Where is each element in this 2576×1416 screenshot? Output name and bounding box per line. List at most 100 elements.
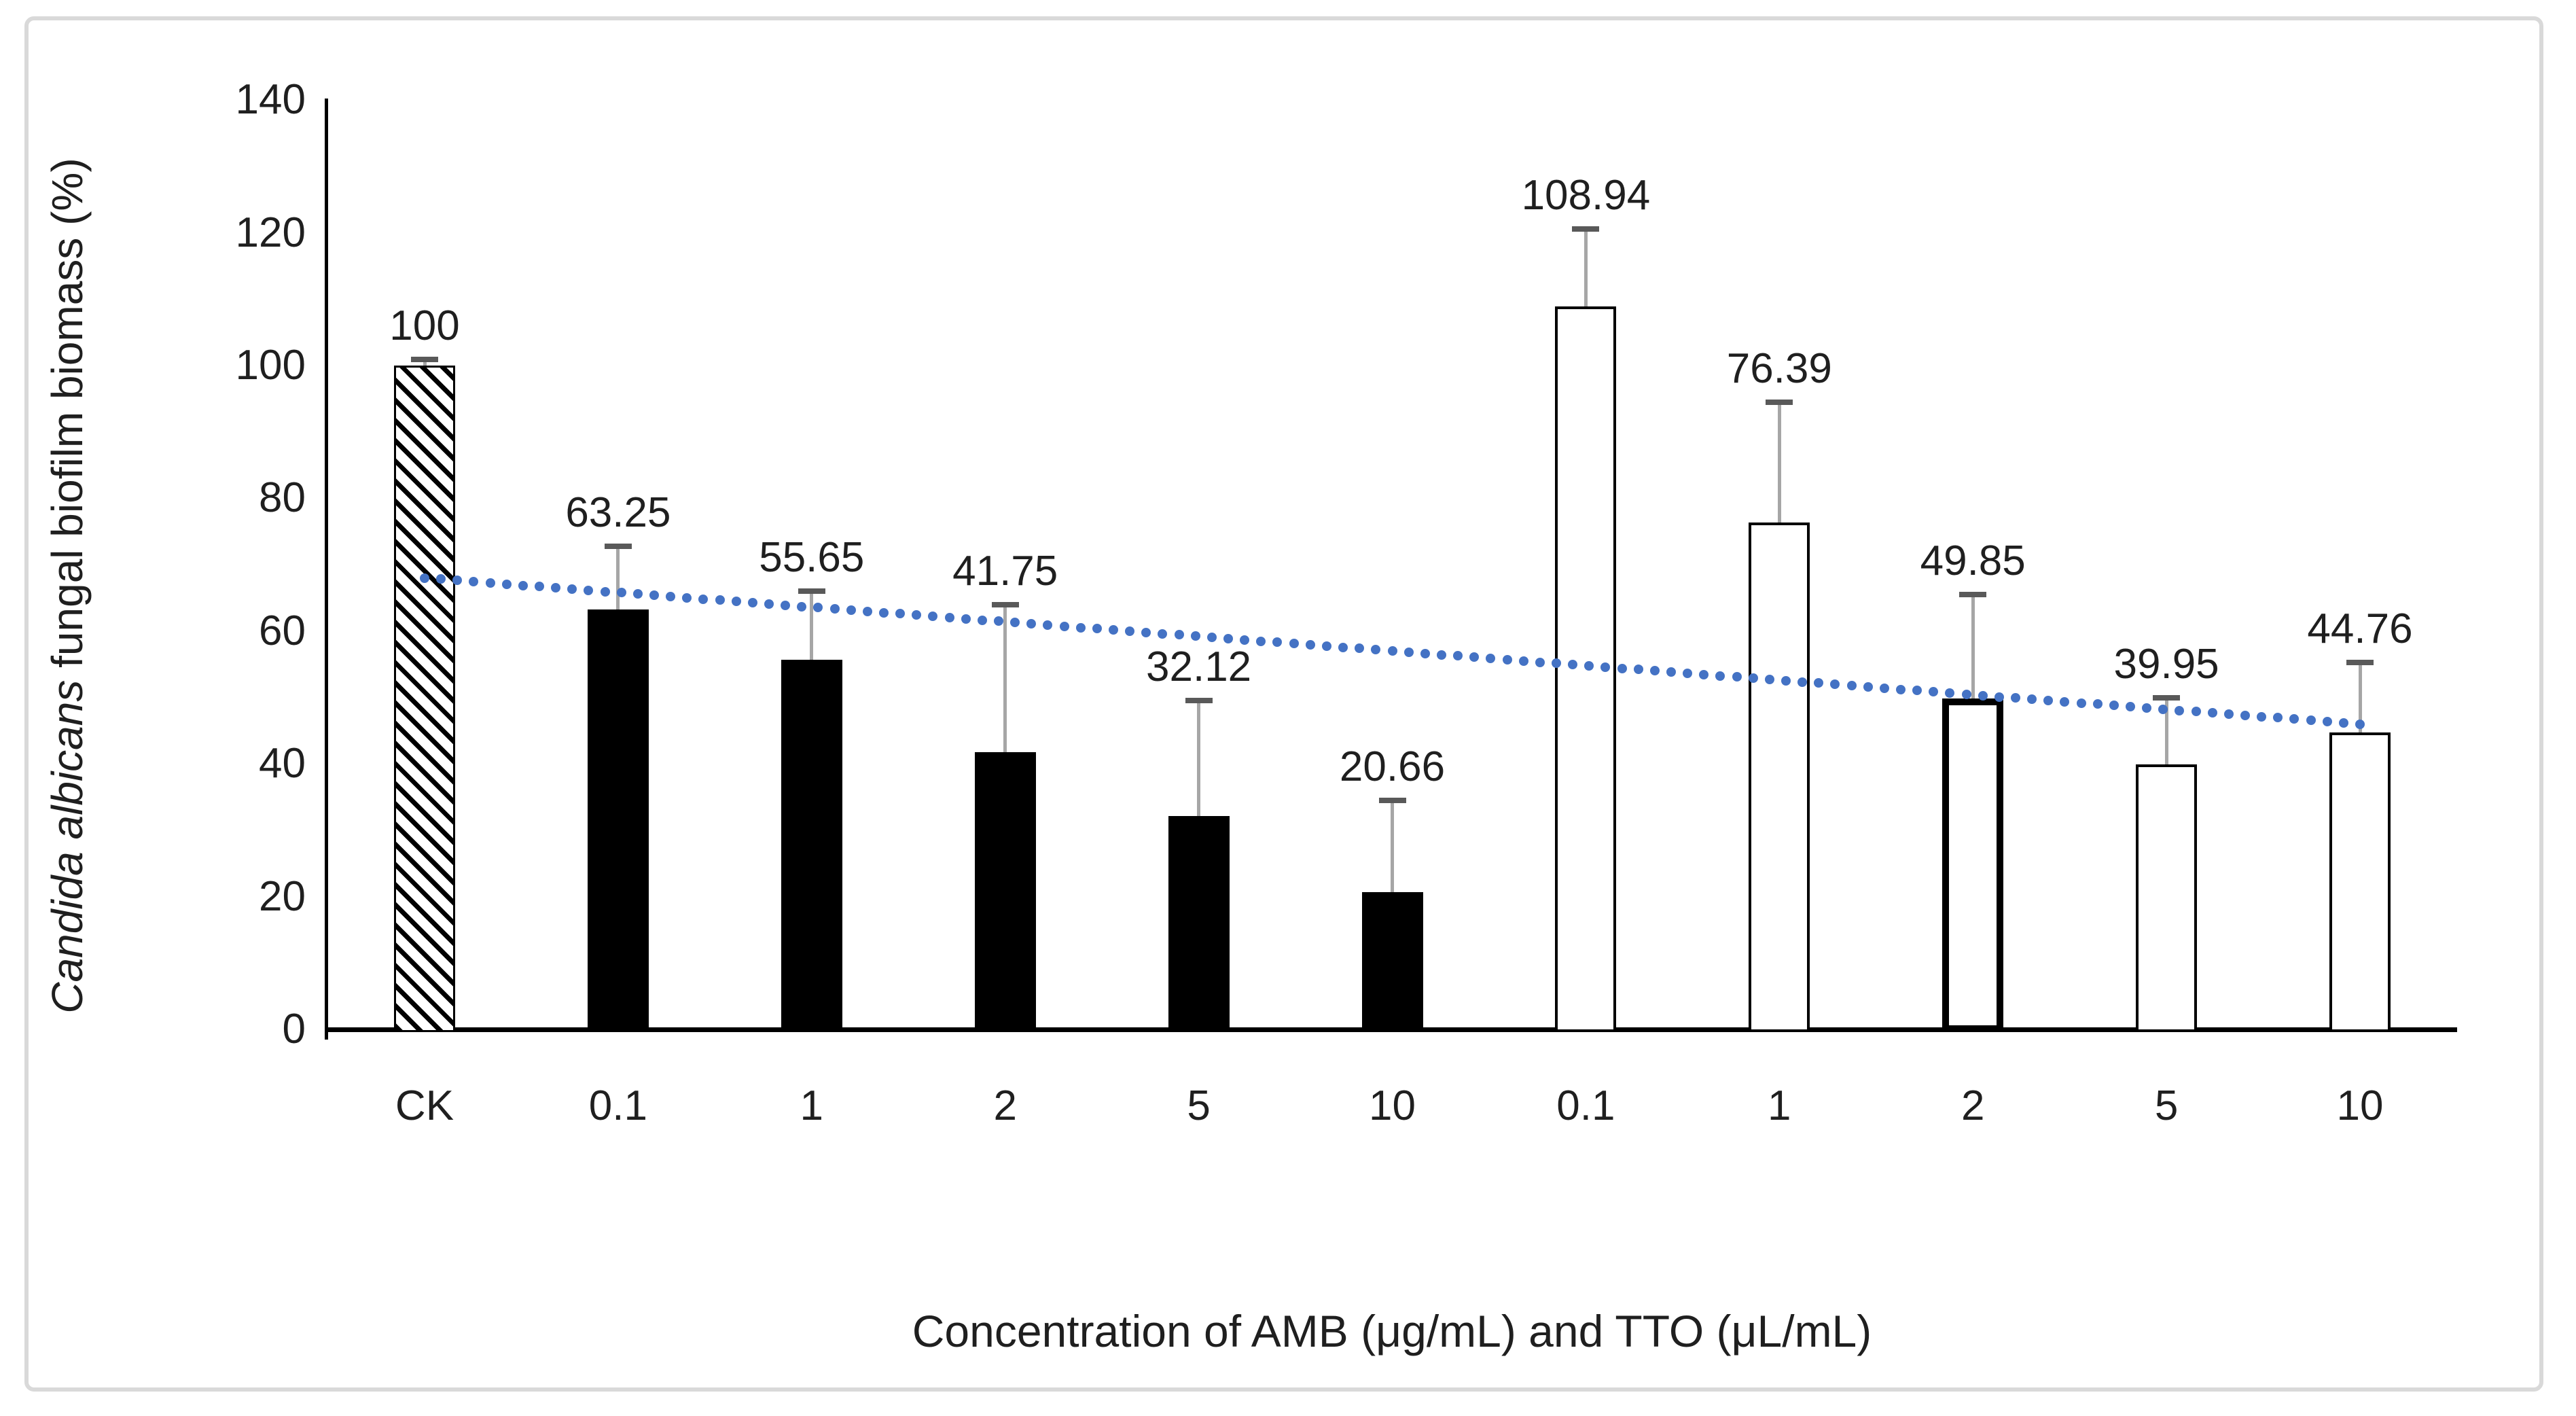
error-bar-stem (1971, 595, 1975, 698)
trendline-dot (1830, 679, 1840, 690)
trendline-dot (1748, 673, 1758, 684)
trendline-dot (616, 588, 626, 598)
trendline-dot (1403, 647, 1414, 657)
trendline-dot (420, 573, 429, 583)
trendline-dot (1469, 652, 1480, 662)
data-label: 49.85 (1920, 537, 2026, 585)
trendline-dot (535, 582, 544, 592)
trendline-dot (1781, 675, 1791, 686)
x-category-label: CK (395, 1082, 454, 1129)
x-category-label: 1 (800, 1082, 824, 1129)
trendline-dot (1502, 654, 1512, 665)
trendline-dot (1453, 651, 1463, 661)
error-bar-stem (423, 359, 427, 366)
x-category-label: 2 (993, 1082, 1017, 1129)
trendline-dot (731, 597, 741, 607)
trendline-dot (2043, 695, 2054, 705)
trendline-dot (1043, 620, 1053, 630)
error-bar-stem (616, 546, 620, 610)
trendline-dot (928, 612, 938, 622)
y-axis-line (325, 99, 328, 1040)
data-label: 76.39 (1726, 344, 1832, 392)
error-bar-cap (991, 601, 1019, 607)
x-category-label: 2 (1961, 1082, 1985, 1129)
trendline-dot (1535, 657, 1545, 667)
trendline-dot (666, 591, 676, 601)
trendline-dot (584, 585, 594, 595)
trendline-dot (1994, 692, 2004, 702)
trendline-dot (1190, 631, 1200, 641)
error-bar-cap (2153, 694, 2181, 701)
x-category-label: 0.1 (1556, 1082, 1615, 1129)
trendline-dot (2175, 705, 2185, 715)
trendline-dot (2060, 696, 2070, 707)
trendline-dot (2257, 711, 2267, 722)
trendline-dot (600, 586, 610, 597)
error-bar-cap (1959, 592, 1987, 598)
trendline-dot (1338, 642, 1348, 652)
trendline-dot (1355, 643, 1365, 654)
trendline-dot (2240, 710, 2250, 720)
trendline-dot (1732, 672, 1742, 682)
trendline-dot (567, 584, 577, 595)
trendline-dot (1879, 683, 1889, 693)
trendline-dot (1683, 668, 1693, 678)
x-category-label: 1 (1768, 1082, 1791, 1129)
x-category-label: 10 (2336, 1082, 2384, 1129)
trendline-dot (698, 594, 709, 604)
error-bar-stem (1391, 800, 1394, 893)
trendline-dot (1486, 654, 1496, 664)
data-label: 108.94 (1521, 171, 1651, 219)
trendline-dot (1978, 690, 1988, 701)
trendline-dot (1518, 656, 1528, 666)
trendline-dot (2223, 709, 2234, 719)
trendline-dot (879, 607, 889, 618)
trendline-dot (977, 615, 987, 625)
error-bar-cap (1378, 797, 1406, 803)
trendline-dot (2355, 719, 2365, 729)
error-bar-stem (1584, 228, 1588, 306)
trendline-dot (2289, 714, 2300, 724)
trendline-dot (1633, 665, 1643, 675)
trendline-dot (862, 606, 872, 616)
y-tick-label: 20 (259, 872, 306, 920)
trendline-dot (2125, 702, 2135, 712)
trendline-dot (551, 583, 561, 593)
trendline-dot (452, 576, 463, 586)
error-bar-cap (1766, 399, 1793, 405)
data-label: 20.66 (1339, 743, 1446, 790)
bar-tto-5 (2136, 764, 2198, 1032)
error-bar-stem (1777, 402, 1781, 523)
error-bar-cap (1185, 698, 1213, 704)
trendline-dot (2158, 704, 2168, 714)
bar-tto-10 (2329, 732, 2391, 1032)
trendline-dot (829, 604, 840, 614)
y-tick-label: 100 (235, 342, 306, 389)
trendline-dot (944, 612, 954, 622)
trendline-dot (1912, 686, 1922, 696)
trendline-dot (1075, 622, 1086, 633)
trendline-dot (1305, 640, 1315, 650)
trendline-dot (1059, 621, 1069, 631)
trendline-dot (1223, 633, 1234, 643)
bar-control-ck (394, 366, 455, 1032)
trendline-dot (1026, 619, 1037, 629)
bar-amb-5 (1168, 816, 1230, 1032)
trendline-dot (1240, 635, 1250, 645)
trendline-dot (501, 579, 512, 589)
trendline-dot (1551, 658, 1561, 669)
error-bar-cap (798, 588, 825, 595)
trendline-dot (632, 589, 643, 599)
trendline-dot (1617, 663, 1627, 673)
x-category-label: 10 (1369, 1082, 1416, 1129)
data-label: 44.76 (2307, 605, 2413, 652)
trendline-dot (1289, 639, 1299, 649)
error-bar-stem (1197, 701, 1201, 817)
y-tick-label: 60 (259, 607, 306, 654)
trendline-dot (1092, 624, 1102, 634)
y-axis-title: Candida albicans fungal biofilm biomass … (41, 110, 95, 1061)
y-tick-label: 0 (282, 1006, 306, 1052)
x-category-label: 0.1 (588, 1082, 647, 1129)
trendline-dot (649, 590, 660, 601)
